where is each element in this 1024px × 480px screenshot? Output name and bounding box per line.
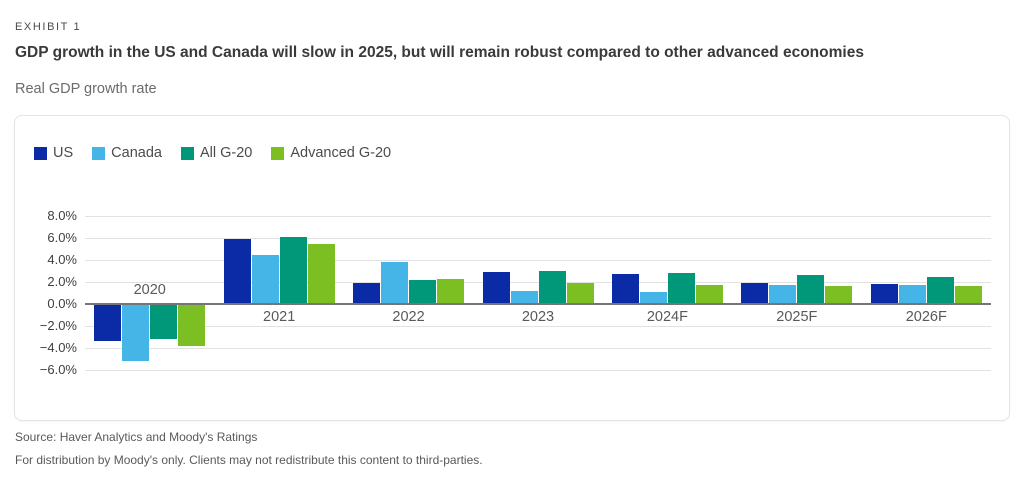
bar-2021-canada: [251, 254, 279, 304]
bar-2021-advanced-g-20: [307, 243, 335, 304]
legend-swatch-icon: [34, 146, 47, 160]
bar-2022-all-g-20: [409, 279, 437, 304]
y-axis-tick-label: 0.0%: [47, 296, 77, 311]
y-axis-tick-label: 2.0%: [47, 274, 77, 289]
bar-2026F-canada: [898, 285, 926, 304]
bar-2021-all-g-20: [279, 236, 307, 304]
bar-2024F-us: [611, 274, 639, 304]
gridline: [85, 260, 991, 261]
bar-2025F-us: [741, 283, 769, 304]
chart-title: GDP growth in the US and Canada will slo…: [15, 44, 864, 61]
legend-item-label: US: [53, 145, 74, 161]
bar-2021-us: [223, 239, 251, 304]
gridline: [85, 370, 991, 371]
legend-item-label: Canada: [111, 145, 162, 161]
legend-item-us: US: [34, 145, 73, 161]
x-axis-label: 2021: [263, 309, 296, 325]
bar-2025F-all-g-20: [797, 275, 825, 304]
gridline: [85, 326, 991, 327]
bar-2022-us: [353, 283, 381, 304]
y-axis-tick-label: −4.0%: [39, 340, 77, 355]
bar-2020-canada: [122, 304, 150, 362]
bar-2023-canada: [510, 290, 538, 304]
bar-2025F-canada: [769, 285, 797, 304]
legend-item-label: All G-20: [199, 145, 253, 161]
bar-2024F-canada: [639, 291, 667, 304]
legend-item-canada: Canada: [92, 145, 162, 161]
bar-2024F-advanced-g-20: [695, 285, 723, 304]
y-axis-tick-label: 4.0%: [47, 252, 77, 267]
legend-swatch-icon: [271, 146, 285, 160]
x-axis-label: 2026F: [905, 309, 947, 325]
bar-2022-advanced-g-20: [437, 278, 465, 304]
bar-2023-all-g-20: [538, 271, 566, 304]
x-axis-label: 2020: [133, 282, 166, 298]
chart-subtitle: Real GDP growth rate: [15, 81, 157, 97]
x-axis-label: 2024F: [646, 309, 688, 325]
bar-2020-advanced-g-20: [178, 304, 206, 346]
source-note: Source: Haver Analytics and Moody's Rati…: [15, 430, 258, 444]
gridline: [85, 238, 991, 239]
chart-legend: US Canada All G-20 Advanced G-20: [34, 145, 391, 161]
gridline: [85, 216, 991, 217]
gridline: [85, 348, 991, 349]
x-axis-label: 2022: [392, 309, 425, 325]
bar-2023-us: [482, 272, 510, 304]
bar-2020-all-g-20: [150, 304, 178, 340]
gridline: [85, 282, 991, 283]
y-axis-tick-label: 6.0%: [47, 230, 77, 245]
bar-2025F-advanced-g-20: [825, 286, 853, 304]
chart-card: US Canada All G-20 Advanced G-20 8.0% 6.0% 4.…: [14, 115, 1010, 421]
bar-2026F-all-g-20: [926, 276, 954, 304]
x-axis-label: 2025F: [776, 309, 818, 325]
distribution-note: For distribution by Moody's only. Client…: [15, 453, 483, 467]
bar-2026F-us: [870, 284, 898, 304]
legend-swatch-icon: [92, 146, 106, 160]
bar-2022-canada: [381, 262, 409, 304]
exhibit-label: EXHIBIT 1: [15, 21, 82, 33]
legend-item-advanced-g-20: Advanced G-20: [271, 145, 391, 161]
plot-area: 8.0% 6.0% 4.0% 2.0% 0.0% −2.0% −4.0% −6.0% 2020 2…: [15, 116, 1009, 420]
bar-2023-advanced-g-20: [566, 283, 594, 304]
y-axis-tick-label: −2.0%: [39, 318, 77, 333]
bar-2020-us: [94, 304, 122, 342]
y-axis-tick-label: −6.0%: [39, 362, 77, 377]
legend-swatch-icon: [180, 146, 194, 160]
legend-item-all-g-20: All G-20: [180, 145, 253, 161]
bar-2026F-advanced-g-20: [954, 286, 982, 304]
y-axis-tick-label: 8.0%: [47, 208, 77, 223]
zero-axis-line: [85, 303, 991, 305]
bar-2024F-all-g-20: [667, 273, 695, 304]
x-axis-label: 2023: [521, 309, 555, 325]
legend-item-label: Advanced G-20: [290, 145, 392, 161]
